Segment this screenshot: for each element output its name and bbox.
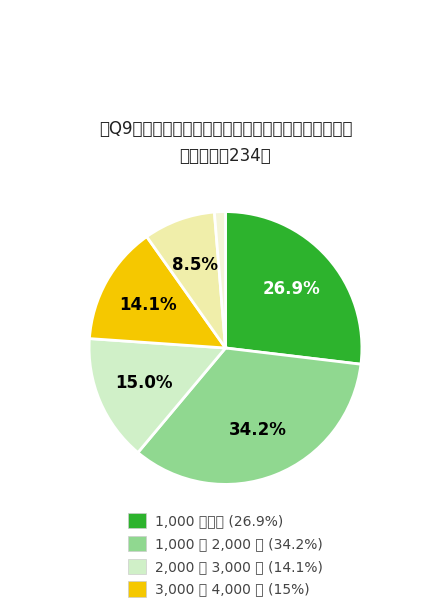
- Text: 26.9%: 26.9%: [263, 280, 321, 298]
- Title: 【Q9】現在飲んでいる青汁の月額料金を教えて下さい
（回答数：234）: 【Q9】現在飲んでいる青汁の月額料金を教えて下さい （回答数：234）: [99, 121, 352, 165]
- Wedge shape: [89, 338, 226, 452]
- Wedge shape: [138, 348, 361, 484]
- Legend: 1,000 円以下 (26.9%), 1,000 ～ 2,000 円 (34.2%), 2,000 ～ 3,000 円 (14.1%), 3,000 ～ 4,0: 1,000 円以下 (26.9%), 1,000 ～ 2,000 円 (34.2…: [122, 508, 329, 600]
- Text: 15.0%: 15.0%: [115, 374, 172, 392]
- Wedge shape: [89, 236, 226, 348]
- Text: 8.5%: 8.5%: [172, 256, 218, 274]
- Text: 14.1%: 14.1%: [119, 296, 177, 314]
- Wedge shape: [147, 212, 226, 348]
- Text: 34.2%: 34.2%: [229, 421, 287, 439]
- Wedge shape: [214, 212, 226, 348]
- Wedge shape: [225, 212, 362, 364]
